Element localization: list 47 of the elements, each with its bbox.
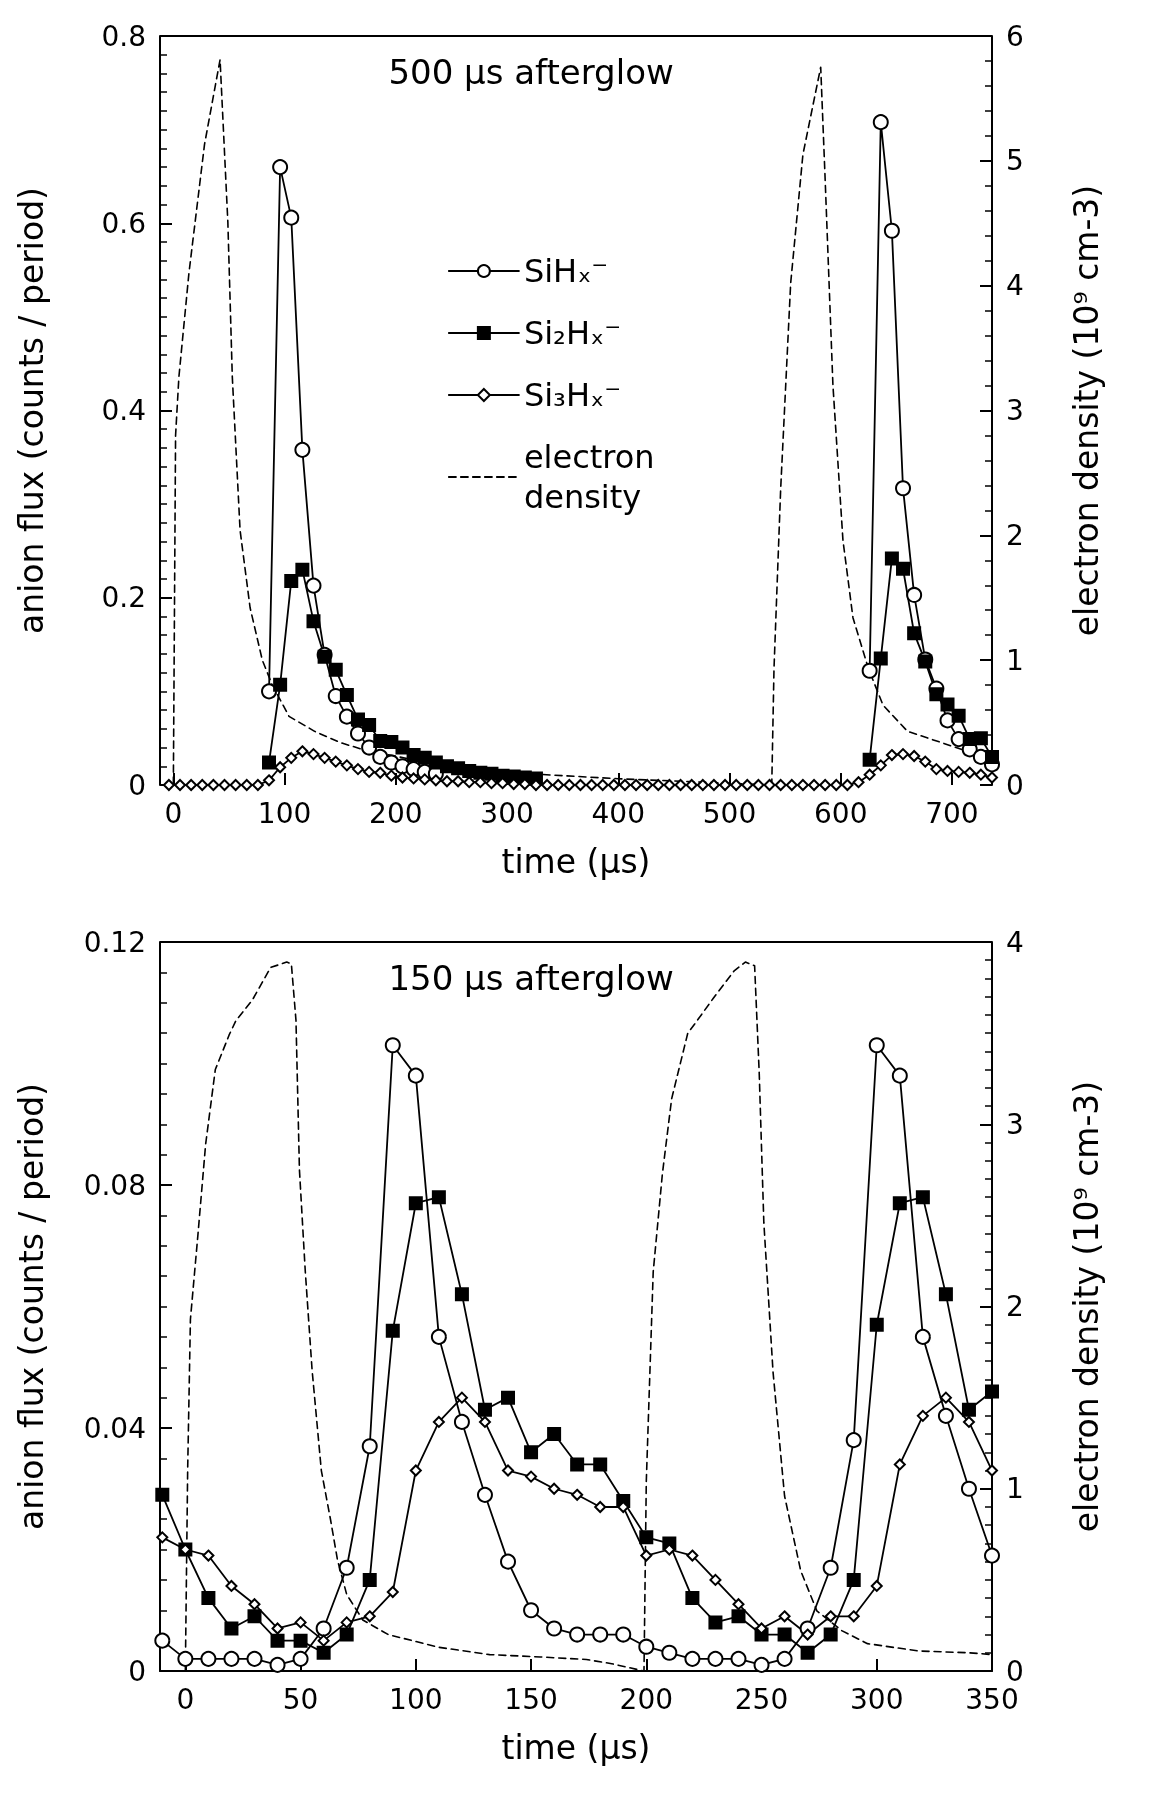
y-axis-title: anion flux (counts / period) [12,1083,51,1530]
y2-tick-label: 6 [1006,19,1024,53]
legend-label: electron density [523,438,665,516]
y-tick-label: 0.04 [83,1411,146,1445]
x-tick-label: 500 [702,796,757,830]
y-tick-label: 0 [128,1654,146,1688]
legend-label: SiHₓ⁻ [523,252,609,290]
y2-tick-label: 1 [1006,1472,1024,1506]
x-tick-label: 200 [619,1682,674,1716]
x-tick-label: 200 [369,796,423,830]
x-tick-label: 400 [591,796,645,830]
y-tick-label: 0.2 [101,581,146,615]
y2-tick-label: 0 [1006,768,1024,802]
y2-tick-label: 3 [1006,1107,1024,1141]
x-tick-label: 0 [176,1682,195,1716]
y2-axis-title: electron density (10⁹ cm-3) [1067,1080,1106,1533]
legend-label: Si₃Hₓ⁻ [523,376,622,414]
x-tick-label: 50 [282,1682,319,1716]
text: 150 µs afterglow [388,958,674,998]
y2-axis-title: electron density (10⁹ cm-3) [1067,184,1106,637]
y-tick-label: 0.4 [101,394,146,427]
x-tick-label: 100 [257,796,312,830]
y-tick-label: 0.8 [101,19,146,53]
y2-tick-label: 4 [1006,925,1024,959]
y2-tick-label: 4 [1006,269,1024,303]
y2-tick-label: 2 [1006,1290,1024,1323]
y2-tick-label: 1 [1006,643,1024,677]
x-tick-label: 250 [734,1682,789,1716]
x-tick-label: 100 [389,1682,443,1716]
x-axis-title: time (µs) [501,842,651,881]
legend-label: Si₂Hₓ⁻ [523,314,622,352]
x-axis-title: time (µs) [501,1728,651,1767]
y2-tick-label: 3 [1006,394,1024,427]
text: 500 µs afterglow [388,52,674,92]
y-tick-label: 0.12 [83,925,146,959]
x-tick-label: 0 [164,796,183,830]
y2-tick-label: 5 [1006,144,1024,178]
y-tick-label: 0.6 [101,206,146,240]
x-tick-label: 600 [814,796,868,830]
x-tick-label: 150 [504,1682,558,1716]
x-tick-label: 300 [480,796,534,830]
y-tick-label: 0 [128,768,146,802]
y-axis-title: anion flux (counts / period) [12,187,51,634]
x-tick-label: 700 [925,796,979,830]
y-tick-label: 0.08 [83,1168,146,1202]
y2-tick-label: 2 [1006,518,1024,552]
x-tick-label: 300 [850,1682,904,1716]
